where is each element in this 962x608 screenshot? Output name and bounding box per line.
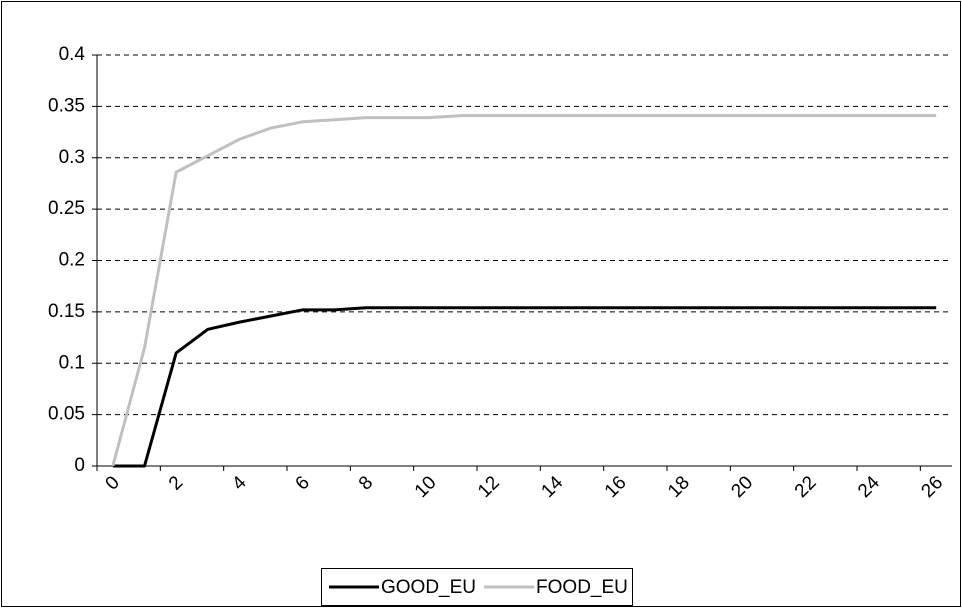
y-tick-label: 0.1	[59, 352, 85, 373]
y-tick-label: 0.2	[59, 250, 85, 271]
y-tick-label: 0.15	[48, 301, 85, 322]
y-tick-label: 0	[74, 455, 85, 476]
series-line	[112, 306, 937, 468]
y-tick-label: 0.25	[48, 198, 85, 219]
y-tick-label: 0.3	[59, 147, 85, 168]
y-tick-label: 0.35	[48, 95, 85, 116]
legend-label: GOOD_EU	[381, 577, 476, 598]
legend: GOOD_EU FOOD_EU	[321, 568, 633, 606]
legend-label: FOOD_EU	[536, 577, 628, 598]
y-tick-label: 0.05	[48, 404, 85, 425]
series-line	[111, 114, 937, 467]
y-tick-label: 0.4	[59, 44, 86, 65]
